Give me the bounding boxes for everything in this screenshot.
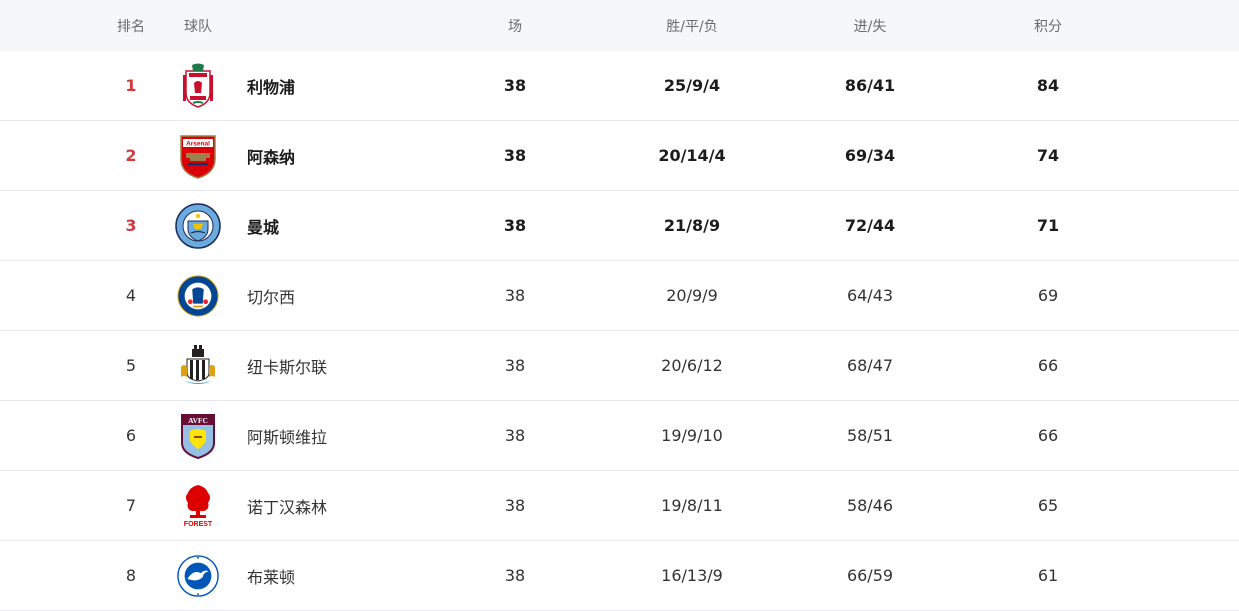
liverpool-crest-icon [172, 51, 224, 120]
goals-cell: 64/43 [846, 286, 894, 305]
rank-cell: 6 [125, 426, 137, 445]
goals-cell: 69/34 [844, 146, 896, 165]
team-name[interactable]: 阿斯顿维拉 [247, 427, 328, 447]
played-cell: 38 [503, 216, 527, 235]
table-row[interactable]: 2 Arsenal 阿森纳 38 20/14/4 69/34 74 [0, 121, 1239, 191]
rank-cell: 1 [125, 76, 137, 95]
goals-cell: 58/46 [846, 496, 894, 515]
table-row[interactable]: 8 布莱顿 38 16/13/9 66/59 61 [0, 541, 1239, 611]
newcastle-crest-icon [172, 331, 224, 400]
rank-cell: 3 [125, 216, 137, 235]
team-name[interactable]: 曼城 [247, 217, 280, 237]
goals-cell: 68/47 [846, 356, 894, 375]
svg-text:FOREST: FOREST [184, 521, 213, 528]
svg-text:AVFC: AVFC [188, 416, 208, 425]
team-name[interactable]: 布莱顿 [247, 567, 296, 587]
goals-cell: 58/51 [846, 426, 894, 445]
team-name[interactable]: 纽卡斯尔联 [247, 357, 328, 377]
points-cell: 66 [1037, 426, 1059, 445]
table-header: 排名 球队 场 胜/平/负 进/失 积分 [0, 0, 1239, 51]
wdl-cell: 19/8/11 [661, 496, 723, 515]
svg-text:Arsenal: Arsenal [186, 140, 210, 147]
manchester-city-crest-icon [172, 191, 224, 260]
table-row[interactable]: 1 利物浦 38 25/9/4 86/41 84 [0, 51, 1239, 121]
played-cell: 38 [503, 146, 527, 165]
rank-cell: 2 [125, 146, 137, 165]
wdl-cell: 20/9/9 [666, 286, 718, 305]
points-cell: 71 [1036, 216, 1060, 235]
header-team: 球队 [184, 18, 212, 35]
team-name[interactable]: 利物浦 [247, 77, 296, 97]
header-played: 场 [508, 18, 522, 35]
wdl-cell: 25/9/4 [663, 76, 721, 95]
rank-cell: 4 [125, 286, 137, 305]
header-wdl: 胜/平/负 [666, 18, 718, 35]
header-rank: 排名 [117, 18, 145, 35]
chelsea-crest-icon [172, 261, 224, 330]
team-name[interactable]: 阿森纳 [247, 147, 296, 167]
table-row[interactable]: 3 曼城 38 21/8/9 72/44 71 [0, 191, 1239, 261]
table-row[interactable]: 6 AVFC 阿斯顿维拉 38 19/9/10 58/51 66 [0, 401, 1239, 471]
wdl-cell: 19/9/10 [661, 426, 723, 445]
played-cell: 38 [503, 76, 527, 95]
goals-cell: 66/59 [846, 566, 894, 585]
points-cell: 69 [1037, 286, 1059, 305]
played-cell: 38 [504, 356, 526, 375]
goals-cell: 86/41 [844, 76, 896, 95]
played-cell: 38 [504, 426, 526, 445]
points-cell: 84 [1036, 76, 1060, 95]
points-cell: 74 [1036, 146, 1060, 165]
points-cell: 66 [1037, 356, 1059, 375]
table-row[interactable]: 7 FOREST 诺丁汉森林 38 19/8/11 58/46 65 [0, 471, 1239, 541]
goals-cell: 72/44 [844, 216, 896, 235]
team-name[interactable]: 诺丁汉森林 [247, 497, 328, 517]
points-cell: 65 [1037, 496, 1059, 515]
wdl-cell: 16/13/9 [661, 566, 723, 585]
wdl-cell: 20/14/4 [658, 146, 726, 165]
arsenal-crest-icon: Arsenal [172, 121, 224, 190]
header-points: 积分 [1034, 18, 1062, 35]
wdl-cell: 21/8/9 [663, 216, 721, 235]
wdl-cell: 20/6/12 [661, 356, 723, 375]
table-row[interactable]: 5 纽卡斯尔联 38 20/6/12 68/47 66 [0, 331, 1239, 401]
team-name[interactable]: 切尔西 [247, 287, 296, 307]
nottingham-forest-crest-icon: FOREST [172, 471, 224, 540]
points-cell: 61 [1037, 566, 1059, 585]
rank-cell: 5 [125, 356, 137, 375]
rank-cell: 7 [125, 496, 137, 515]
rank-cell: 8 [125, 566, 137, 585]
brighton-crest-icon [172, 541, 224, 610]
header-goals: 进/失 [853, 18, 887, 35]
aston-villa-crest-icon: AVFC [172, 401, 224, 470]
table-row[interactable]: 4 切尔西 38 20/9/9 64/43 69 [0, 261, 1239, 331]
played-cell: 38 [504, 496, 526, 515]
played-cell: 38 [504, 286, 526, 305]
played-cell: 38 [504, 566, 526, 585]
